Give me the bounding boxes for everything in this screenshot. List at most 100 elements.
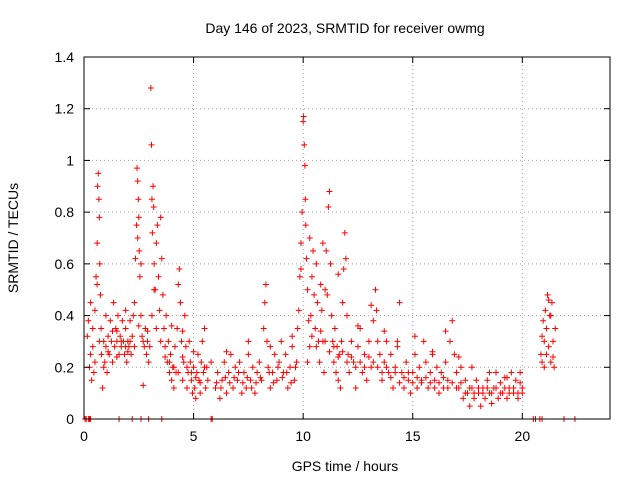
data-point bbox=[95, 196, 102, 203]
data-point bbox=[422, 374, 429, 381]
data-point bbox=[113, 353, 120, 360]
data-point bbox=[453, 384, 460, 391]
data-point bbox=[431, 377, 438, 384]
data-point bbox=[216, 395, 223, 402]
axis-ticks bbox=[83, 56, 610, 420]
data-point bbox=[157, 338, 164, 345]
data-point bbox=[166, 359, 173, 366]
data-point bbox=[342, 255, 349, 262]
data-point bbox=[134, 178, 141, 185]
data-point bbox=[444, 384, 451, 391]
y-tick-label: 0 bbox=[66, 411, 74, 427]
data-point bbox=[267, 343, 274, 350]
y-tick-label: 0.6 bbox=[55, 256, 75, 272]
data-point bbox=[550, 353, 557, 360]
data-point bbox=[109, 359, 116, 366]
data-point bbox=[519, 384, 526, 391]
data-point bbox=[188, 369, 195, 376]
data-point bbox=[361, 351, 368, 358]
data-point bbox=[368, 364, 375, 371]
data-point bbox=[232, 364, 239, 371]
data-point bbox=[98, 351, 105, 358]
data-point bbox=[238, 390, 245, 397]
data-point bbox=[96, 260, 103, 267]
data-point bbox=[345, 351, 352, 358]
data-point bbox=[352, 364, 359, 371]
data-point bbox=[168, 377, 175, 384]
data-point bbox=[94, 281, 101, 288]
data-point bbox=[150, 203, 157, 210]
data-point bbox=[102, 343, 109, 350]
data-point bbox=[323, 247, 330, 254]
data-point bbox=[548, 299, 555, 306]
data-point bbox=[429, 348, 436, 355]
data-point bbox=[113, 328, 120, 335]
data-point bbox=[322, 286, 329, 293]
data-point bbox=[379, 377, 386, 384]
data-point bbox=[186, 338, 193, 345]
data-point bbox=[436, 379, 443, 386]
data-point bbox=[442, 359, 449, 366]
data-point bbox=[99, 384, 106, 391]
data-point bbox=[128, 351, 135, 358]
data-point bbox=[274, 364, 281, 371]
data-point bbox=[136, 273, 143, 280]
data-point bbox=[129, 333, 136, 340]
data-point bbox=[462, 390, 469, 397]
data-point bbox=[308, 333, 315, 340]
data-point bbox=[517, 369, 524, 376]
data-point bbox=[197, 390, 204, 397]
data-point bbox=[282, 351, 289, 358]
data-point bbox=[97, 291, 104, 298]
data-point bbox=[219, 377, 226, 384]
data-point bbox=[193, 369, 200, 376]
data-point bbox=[400, 384, 407, 391]
data-point bbox=[94, 240, 101, 247]
data-point bbox=[149, 229, 156, 236]
data-point bbox=[143, 351, 150, 358]
data-point bbox=[257, 374, 264, 381]
data-point bbox=[163, 312, 170, 319]
data-point bbox=[372, 286, 379, 293]
data-point bbox=[279, 374, 286, 381]
data-point bbox=[266, 369, 273, 376]
data-point bbox=[339, 299, 346, 306]
data-point bbox=[184, 364, 191, 371]
data-point bbox=[330, 359, 337, 366]
data-point bbox=[134, 235, 141, 241]
data-point bbox=[175, 281, 182, 288]
data-point bbox=[313, 343, 320, 350]
data-point bbox=[118, 338, 125, 345]
data-point bbox=[403, 359, 410, 366]
data-point bbox=[288, 379, 295, 386]
data-point bbox=[201, 364, 208, 371]
data-point bbox=[89, 325, 96, 332]
data-point bbox=[370, 359, 377, 366]
data-point bbox=[473, 377, 480, 384]
data-point bbox=[547, 312, 554, 319]
data-point bbox=[440, 374, 447, 381]
data-point bbox=[514, 395, 521, 402]
data-point bbox=[245, 351, 252, 358]
data-point bbox=[311, 291, 318, 298]
data-point bbox=[327, 260, 334, 267]
data-point bbox=[260, 325, 267, 332]
data-point bbox=[317, 281, 324, 288]
data-point bbox=[409, 379, 416, 386]
data-point bbox=[300, 118, 307, 125]
data-point bbox=[482, 395, 489, 402]
data-point bbox=[374, 364, 381, 371]
data-point bbox=[243, 384, 250, 391]
data-point bbox=[96, 338, 103, 345]
data-point bbox=[477, 403, 484, 410]
data-point bbox=[121, 351, 128, 358]
data-point bbox=[248, 384, 255, 391]
data-point bbox=[239, 379, 246, 386]
data-point bbox=[379, 369, 386, 376]
data-point bbox=[178, 338, 185, 345]
data-point bbox=[289, 343, 296, 350]
data-point bbox=[127, 317, 134, 324]
data-point bbox=[222, 374, 229, 381]
data-point bbox=[348, 338, 355, 345]
data-point bbox=[95, 170, 102, 177]
